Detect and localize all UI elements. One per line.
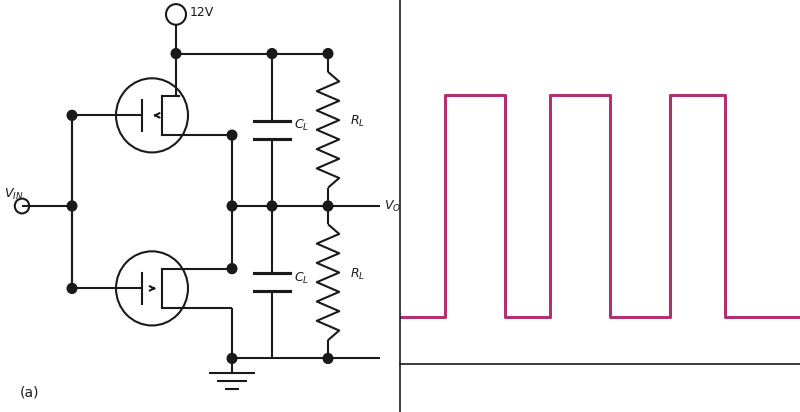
Text: $R_L$: $R_L$ bbox=[350, 114, 365, 129]
Text: $V_{OUT}$: $V_{OUT}$ bbox=[384, 199, 414, 213]
Circle shape bbox=[267, 49, 277, 59]
Circle shape bbox=[323, 353, 333, 363]
Text: 12V: 12V bbox=[190, 6, 214, 19]
Circle shape bbox=[67, 283, 77, 293]
Circle shape bbox=[323, 49, 333, 59]
Circle shape bbox=[67, 201, 77, 211]
Circle shape bbox=[227, 264, 237, 274]
Circle shape bbox=[67, 110, 77, 120]
Circle shape bbox=[171, 49, 181, 59]
Circle shape bbox=[227, 130, 237, 140]
Circle shape bbox=[227, 353, 237, 363]
Circle shape bbox=[267, 201, 277, 211]
Circle shape bbox=[227, 201, 237, 211]
Text: $C_L$: $C_L$ bbox=[294, 271, 309, 286]
Circle shape bbox=[323, 201, 333, 211]
Text: $R_L$: $R_L$ bbox=[350, 267, 365, 281]
Text: $C_L$: $C_L$ bbox=[294, 118, 309, 133]
Text: $V_{IN}$: $V_{IN}$ bbox=[4, 187, 23, 202]
Text: (a): (a) bbox=[20, 386, 39, 400]
